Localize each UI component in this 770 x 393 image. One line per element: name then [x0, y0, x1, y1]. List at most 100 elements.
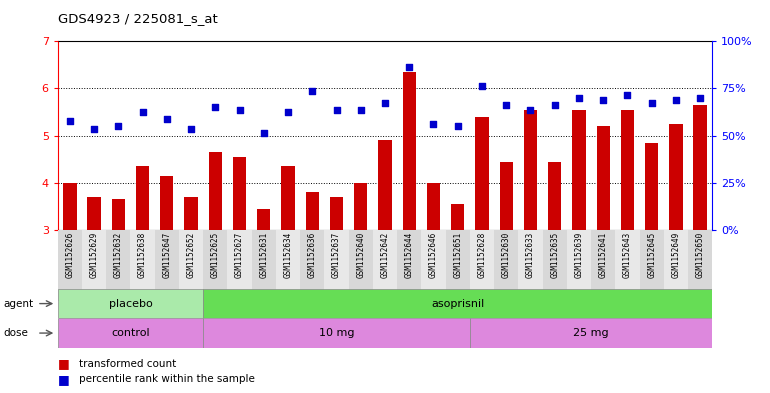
- Bar: [427, 183, 440, 230]
- Text: GSM1152636: GSM1152636: [308, 232, 316, 278]
- Bar: [324, 230, 349, 301]
- Bar: [63, 183, 76, 230]
- Point: [185, 125, 197, 132]
- Text: ■: ■: [58, 373, 69, 386]
- Point: [694, 95, 706, 101]
- Bar: [306, 192, 319, 230]
- Text: GSM1152639: GSM1152639: [574, 232, 584, 278]
- Bar: [645, 143, 658, 230]
- Point: [573, 95, 585, 101]
- Bar: [694, 105, 707, 230]
- Point: [403, 64, 415, 70]
- Point: [524, 107, 537, 113]
- Text: GSM1152630: GSM1152630: [502, 232, 511, 278]
- Text: GSM1152629: GSM1152629: [89, 232, 99, 278]
- Bar: [184, 197, 198, 230]
- Bar: [349, 230, 373, 301]
- Bar: [543, 230, 567, 301]
- Text: GSM1152635: GSM1152635: [551, 232, 559, 278]
- Text: GSM1152633: GSM1152633: [526, 232, 535, 278]
- Bar: [597, 126, 610, 230]
- Bar: [572, 110, 586, 230]
- Text: GSM1152634: GSM1152634: [283, 232, 293, 278]
- Text: GSM1152649: GSM1152649: [671, 232, 681, 278]
- Point: [282, 109, 294, 115]
- Bar: [203, 289, 712, 318]
- Point: [427, 121, 440, 127]
- Text: transformed count: transformed count: [79, 358, 176, 369]
- Point: [597, 97, 609, 103]
- Bar: [179, 230, 203, 301]
- Point: [379, 99, 391, 106]
- Point: [548, 102, 561, 108]
- Point: [621, 92, 634, 99]
- Bar: [403, 72, 416, 230]
- Point: [64, 118, 76, 125]
- Text: 25 mg: 25 mg: [573, 328, 609, 338]
- Bar: [155, 230, 179, 301]
- Text: GSM1152651: GSM1152651: [454, 232, 462, 278]
- Text: GSM1152626: GSM1152626: [65, 232, 75, 278]
- Text: GSM1152625: GSM1152625: [211, 232, 219, 278]
- Bar: [227, 230, 252, 301]
- Point: [355, 107, 367, 113]
- Text: GSM1152627: GSM1152627: [235, 232, 244, 278]
- Bar: [58, 289, 203, 318]
- Bar: [209, 152, 222, 230]
- Bar: [500, 162, 513, 230]
- Bar: [524, 110, 537, 230]
- Bar: [252, 230, 276, 301]
- Point: [670, 97, 682, 103]
- Text: GSM1152646: GSM1152646: [429, 232, 438, 278]
- Point: [209, 104, 222, 110]
- Bar: [330, 197, 343, 230]
- Text: agent: agent: [4, 299, 34, 309]
- Text: GSM1152647: GSM1152647: [162, 232, 172, 278]
- Bar: [421, 230, 446, 301]
- Bar: [669, 124, 682, 230]
- Bar: [621, 110, 634, 230]
- Text: GSM1152628: GSM1152628: [477, 232, 487, 278]
- Bar: [518, 230, 543, 301]
- Bar: [567, 230, 591, 301]
- Bar: [112, 199, 125, 230]
- Text: GSM1152638: GSM1152638: [138, 232, 147, 278]
- Text: GSM1152645: GSM1152645: [647, 232, 656, 278]
- Point: [645, 99, 658, 106]
- Point: [112, 123, 125, 129]
- Bar: [470, 318, 712, 348]
- Bar: [106, 230, 130, 301]
- Point: [258, 130, 270, 136]
- Text: GSM1152632: GSM1152632: [114, 232, 123, 278]
- Text: ■: ■: [58, 357, 69, 370]
- Bar: [354, 183, 367, 230]
- Text: 10 mg: 10 mg: [319, 328, 354, 338]
- Bar: [281, 166, 295, 230]
- Point: [476, 83, 488, 89]
- Bar: [276, 230, 300, 301]
- Text: GDS4923 / 225081_s_at: GDS4923 / 225081_s_at: [58, 12, 217, 25]
- Bar: [591, 230, 615, 301]
- Bar: [451, 204, 464, 230]
- Text: control: control: [111, 328, 150, 338]
- Bar: [160, 176, 173, 230]
- Point: [306, 88, 319, 94]
- Bar: [615, 230, 640, 301]
- Bar: [688, 230, 712, 301]
- Bar: [664, 230, 688, 301]
- Bar: [130, 230, 155, 301]
- Text: percentile rank within the sample: percentile rank within the sample: [79, 374, 255, 384]
- Text: placebo: placebo: [109, 299, 152, 309]
- Point: [330, 107, 343, 113]
- Point: [500, 102, 512, 108]
- Bar: [446, 230, 470, 301]
- Bar: [58, 230, 82, 301]
- Bar: [494, 230, 518, 301]
- Bar: [203, 318, 470, 348]
- Bar: [470, 230, 494, 301]
- Bar: [378, 140, 392, 230]
- Text: GSM1152652: GSM1152652: [186, 232, 196, 278]
- Text: dose: dose: [4, 328, 28, 338]
- Point: [451, 123, 464, 129]
- Bar: [82, 230, 106, 301]
